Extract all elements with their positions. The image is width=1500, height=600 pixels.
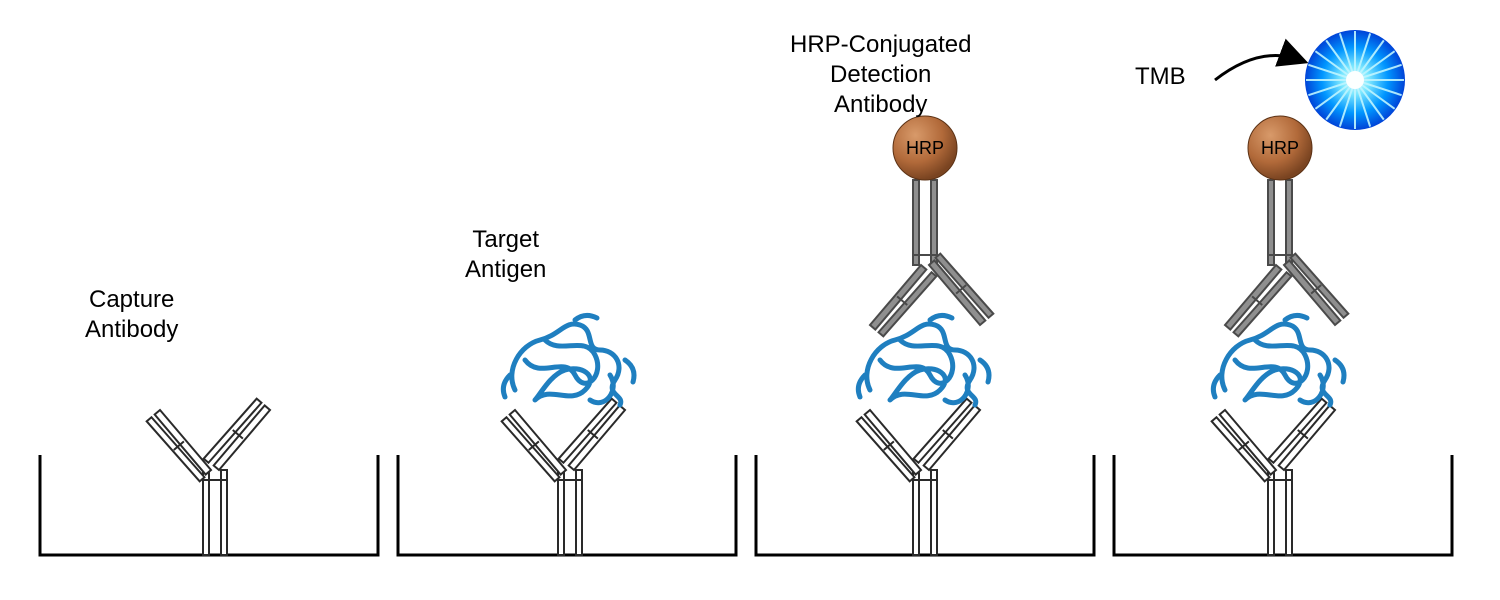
label-target-antigen: Target Antigen	[465, 225, 546, 285]
hrp-label: HRP	[1261, 138, 1299, 158]
capture-antibody-icon	[1212, 399, 1335, 555]
well-plate	[756, 455, 1094, 555]
detection-antibody-icon	[870, 162, 993, 336]
tmb-starburst	[1305, 30, 1405, 130]
label-capture-antibody: Capture Antibody	[85, 285, 178, 345]
antigen-icon	[503, 315, 634, 405]
capture-antibody-icon	[147, 399, 270, 555]
elisa-diagram: HRP HRP	[0, 0, 1500, 600]
well-plates	[40, 455, 1452, 555]
antigen-icon	[1213, 315, 1344, 405]
tmb-arrow	[1215, 56, 1300, 81]
label-detection-antibody: HRP-Conjugated Detection Antibody	[790, 30, 971, 120]
antigen-icon	[858, 315, 989, 405]
capture-antibodies	[147, 399, 1335, 555]
detection-antibody-icon	[1225, 162, 1348, 336]
tmb-arrow-icon	[1215, 56, 1300, 81]
hrp-enzymes: HRP HRP	[893, 116, 1312, 180]
detection-antibodies	[870, 162, 1348, 336]
target-antigens	[503, 315, 1344, 405]
capture-antibody-icon	[502, 399, 625, 555]
hrp-label: HRP	[906, 138, 944, 158]
capture-antibody-icon	[857, 399, 980, 555]
label-tmb: TMB	[1135, 62, 1186, 92]
